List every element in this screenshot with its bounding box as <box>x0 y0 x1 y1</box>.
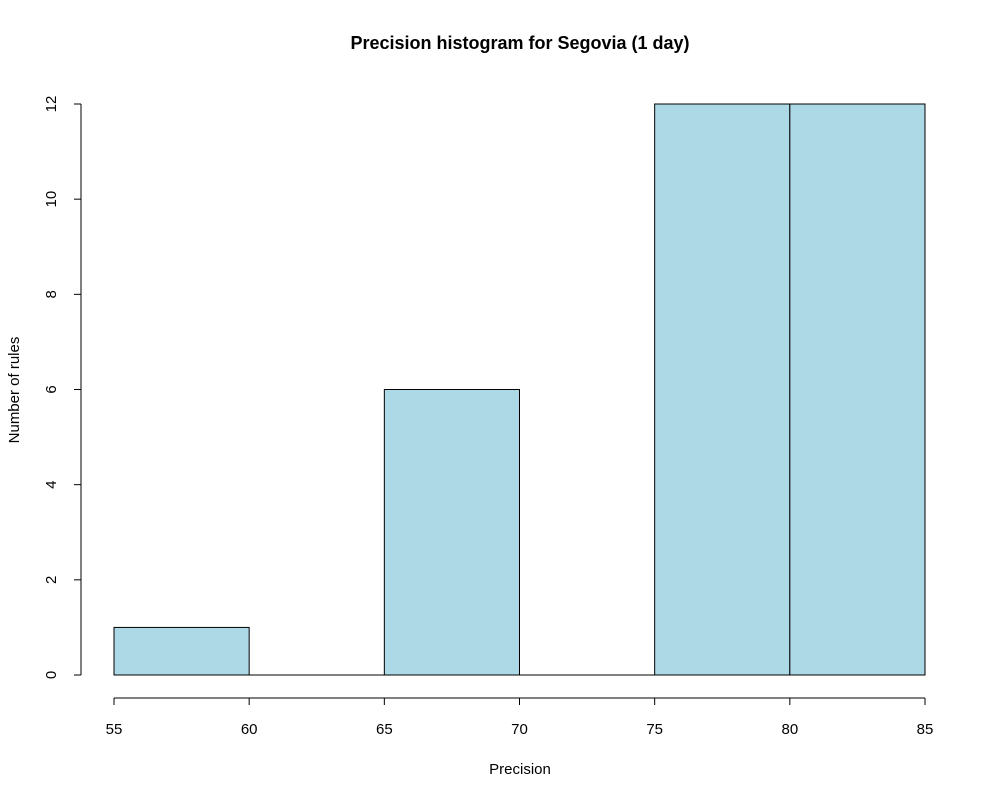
x-tick-label: 65 <box>376 721 393 738</box>
x-tick-label: 70 <box>511 721 528 738</box>
x-axis: 55 60 65 70 75 80 85 <box>106 697 934 738</box>
y-tick-label: 6 <box>43 385 60 393</box>
histogram-bar <box>383 389 521 676</box>
y-axis: 0 2 4 6 8 10 12 <box>43 96 82 679</box>
bars-group <box>113 103 926 676</box>
y-tick-label: 8 <box>43 290 60 298</box>
y-axis-label: Number of rules <box>6 337 23 444</box>
histogram-bar <box>789 103 926 676</box>
histogram-bar <box>113 626 250 676</box>
y-tick-label: 0 <box>43 671 60 679</box>
y-tick-label: 10 <box>43 191 60 208</box>
x-tick-label: 80 <box>781 721 798 738</box>
y-tick-label: 4 <box>43 480 60 488</box>
chart-title: Precision histogram for Segovia (1 day) <box>350 33 689 53</box>
x-tick-label: 75 <box>646 721 663 738</box>
histogram-bar <box>654 103 791 676</box>
y-tick-label: 12 <box>43 96 60 113</box>
y-tick-label: 2 <box>43 576 60 584</box>
x-axis-label: Precision <box>489 761 551 778</box>
x-tick-label: 85 <box>917 721 934 738</box>
x-tick-label: 60 <box>241 721 258 738</box>
x-tick-label: 55 <box>106 721 123 738</box>
